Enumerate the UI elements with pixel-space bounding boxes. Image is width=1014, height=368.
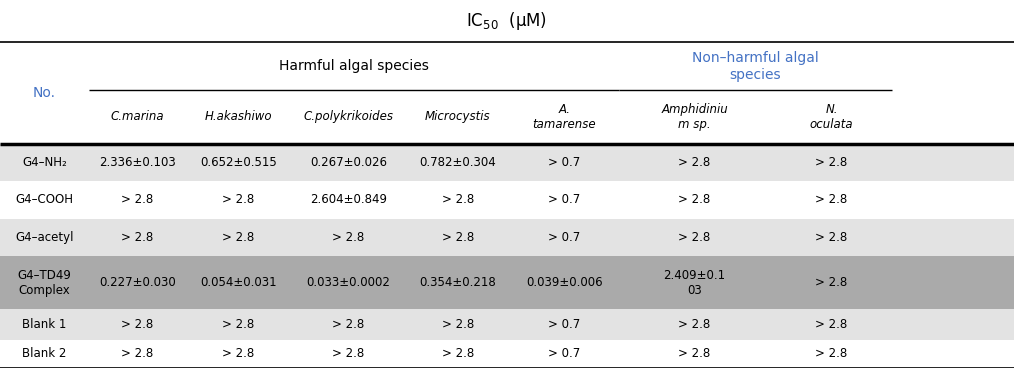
Text: > 2.8: > 2.8 <box>678 231 711 244</box>
Text: > 2.8: > 2.8 <box>333 318 364 331</box>
Text: > 2.8: > 2.8 <box>222 318 255 331</box>
Text: > 2.8: > 2.8 <box>333 347 364 360</box>
Text: > 2.8: > 2.8 <box>122 347 153 360</box>
Text: > 2.8: > 2.8 <box>442 318 474 331</box>
Text: > 0.7: > 0.7 <box>549 156 580 169</box>
Text: H.akashiwo: H.akashiwo <box>205 110 272 123</box>
Text: N.
oculata: N. oculata <box>809 103 854 131</box>
Text: > 2.8: > 2.8 <box>442 193 474 206</box>
Text: > 2.8: > 2.8 <box>222 347 255 360</box>
Text: 0.652±0.515: 0.652±0.515 <box>200 156 277 169</box>
Text: Blank 2: Blank 2 <box>22 347 67 360</box>
Text: > 2.8: > 2.8 <box>815 276 848 289</box>
Text: > 2.8: > 2.8 <box>815 318 848 331</box>
Bar <box>0 256 1014 309</box>
Text: > 2.8: > 2.8 <box>442 231 474 244</box>
Text: > 2.8: > 2.8 <box>815 156 848 169</box>
Text: 0.267±0.026: 0.267±0.026 <box>310 156 386 169</box>
Text: > 2.8: > 2.8 <box>815 193 848 206</box>
Text: C.marina: C.marina <box>111 110 164 123</box>
Text: > 2.8: > 2.8 <box>678 156 711 169</box>
Text: 2.336±0.103: 2.336±0.103 <box>99 156 175 169</box>
Text: Non–harmful algal
species: Non–harmful algal species <box>692 50 819 82</box>
Text: A.
tamarense: A. tamarense <box>532 103 596 131</box>
Text: Amphidiniu
m sp.: Amphidiniu m sp. <box>661 103 728 131</box>
Text: > 2.8: > 2.8 <box>678 318 711 331</box>
Text: G4–TD49
Complex: G4–TD49 Complex <box>17 269 72 297</box>
Text: 0.354±0.218: 0.354±0.218 <box>420 276 496 289</box>
Text: G4–acetyl: G4–acetyl <box>15 231 74 244</box>
Text: Blank 1: Blank 1 <box>22 318 67 331</box>
Text: IC$_{50}$  (μM): IC$_{50}$ (μM) <box>466 10 548 32</box>
Text: Harmful algal species: Harmful algal species <box>279 59 429 73</box>
Text: > 0.7: > 0.7 <box>549 193 580 206</box>
Text: 0.227±0.030: 0.227±0.030 <box>99 276 175 289</box>
Bar <box>0 219 1014 256</box>
Bar <box>0 309 1014 340</box>
Text: > 2.8: > 2.8 <box>678 193 711 206</box>
Text: 2.604±0.849: 2.604±0.849 <box>310 193 386 206</box>
Bar <box>0 144 1014 181</box>
Text: Microcystis: Microcystis <box>425 110 491 123</box>
Text: C.polykrikoides: C.polykrikoides <box>303 110 393 123</box>
Text: > 2.8: > 2.8 <box>333 231 364 244</box>
Text: > 2.8: > 2.8 <box>122 231 153 244</box>
Text: > 2.8: > 2.8 <box>815 231 848 244</box>
Text: > 2.8: > 2.8 <box>122 318 153 331</box>
Text: > 0.7: > 0.7 <box>549 347 580 360</box>
Text: > 2.8: > 2.8 <box>222 193 255 206</box>
Text: > 0.7: > 0.7 <box>549 231 580 244</box>
Text: > 0.7: > 0.7 <box>549 318 580 331</box>
Text: > 2.8: > 2.8 <box>222 231 255 244</box>
Text: G4–COOH: G4–COOH <box>15 193 74 206</box>
Text: No.: No. <box>33 86 56 100</box>
Text: 0.782±0.304: 0.782±0.304 <box>420 156 496 169</box>
Text: > 2.8: > 2.8 <box>815 347 848 360</box>
Text: > 2.8: > 2.8 <box>442 347 474 360</box>
Text: G4–NH₂: G4–NH₂ <box>22 156 67 169</box>
Text: 0.033±0.0002: 0.033±0.0002 <box>306 276 390 289</box>
Text: 2.409±0.1
03: 2.409±0.1 03 <box>663 269 726 297</box>
Text: > 2.8: > 2.8 <box>122 193 153 206</box>
Text: 0.054±0.031: 0.054±0.031 <box>200 276 277 289</box>
Text: > 2.8: > 2.8 <box>678 347 711 360</box>
Text: 0.039±0.006: 0.039±0.006 <box>526 276 602 289</box>
